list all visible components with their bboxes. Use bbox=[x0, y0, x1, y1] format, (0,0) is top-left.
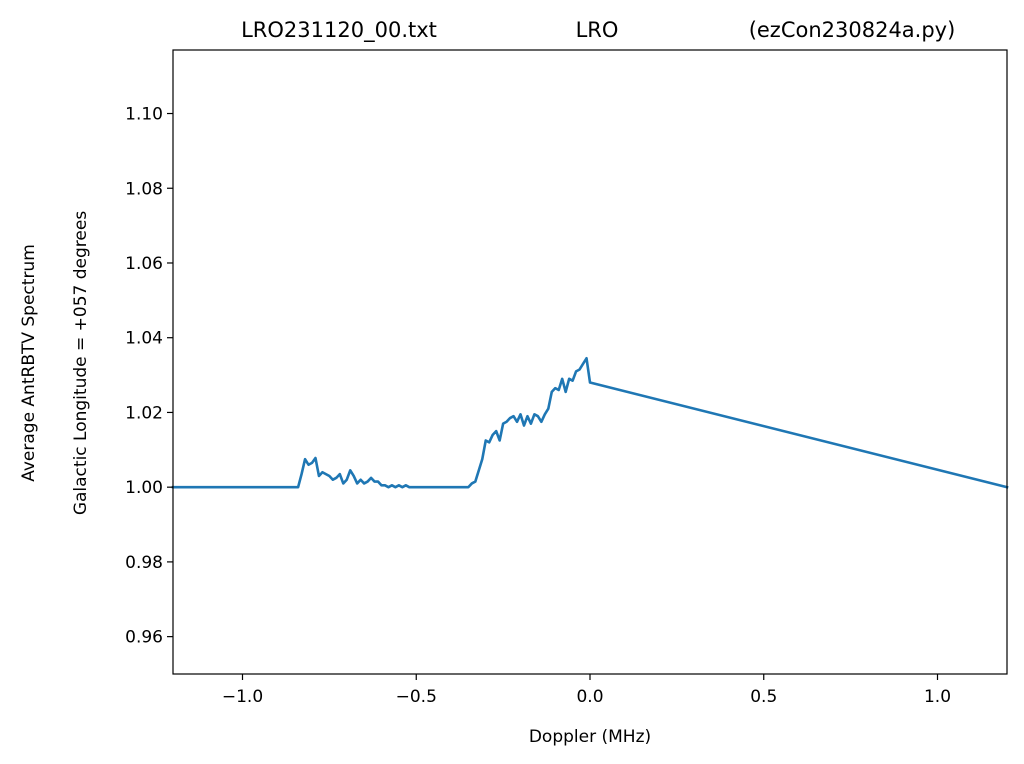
y-tick-label: 1.00 bbox=[125, 478, 163, 498]
series-line-0 bbox=[171, 356, 1009, 489]
x-tick-label: 0.5 bbox=[750, 687, 777, 707]
x-axis-ticks: −1.0 −0.5 0.0 0.5 1.0 bbox=[222, 674, 951, 707]
title-filename: LRO231120_00.txt bbox=[241, 18, 437, 43]
x-tick-label: −1.0 bbox=[222, 687, 263, 707]
y-axis-label: Average AntRBTV Spectrum bbox=[19, 244, 39, 482]
x-tick-label: 1.0 bbox=[924, 687, 951, 707]
title-program: (ezCon230824a.py) bbox=[749, 18, 956, 42]
title-station: LRO bbox=[576, 18, 619, 42]
y-tick-label: 0.98 bbox=[125, 553, 163, 573]
y-tick-label: 1.06 bbox=[125, 254, 163, 274]
y-axis-ticks: 0.96 0.98 1.00 1.02 1.04 1.06 1.08 1.10 bbox=[125, 105, 173, 648]
x-tick-label: −0.5 bbox=[396, 687, 437, 707]
y-tick-label: 1.04 bbox=[125, 329, 163, 349]
y-tick-label: 1.08 bbox=[125, 179, 163, 199]
chart-title: LRO231120_00.txt LRO (ezCon230824a.py) bbox=[241, 18, 955, 43]
y-tick-label: 1.02 bbox=[125, 403, 163, 423]
x-axis-label: Doppler (MHz) bbox=[529, 727, 651, 747]
y-tick-label: 0.96 bbox=[125, 628, 163, 648]
y-axis-label-secondary: Galactic Longitude = +057 degrees bbox=[71, 211, 91, 515]
x-tick-label: 0.0 bbox=[576, 687, 603, 707]
y-tick-label: 1.10 bbox=[125, 105, 163, 125]
